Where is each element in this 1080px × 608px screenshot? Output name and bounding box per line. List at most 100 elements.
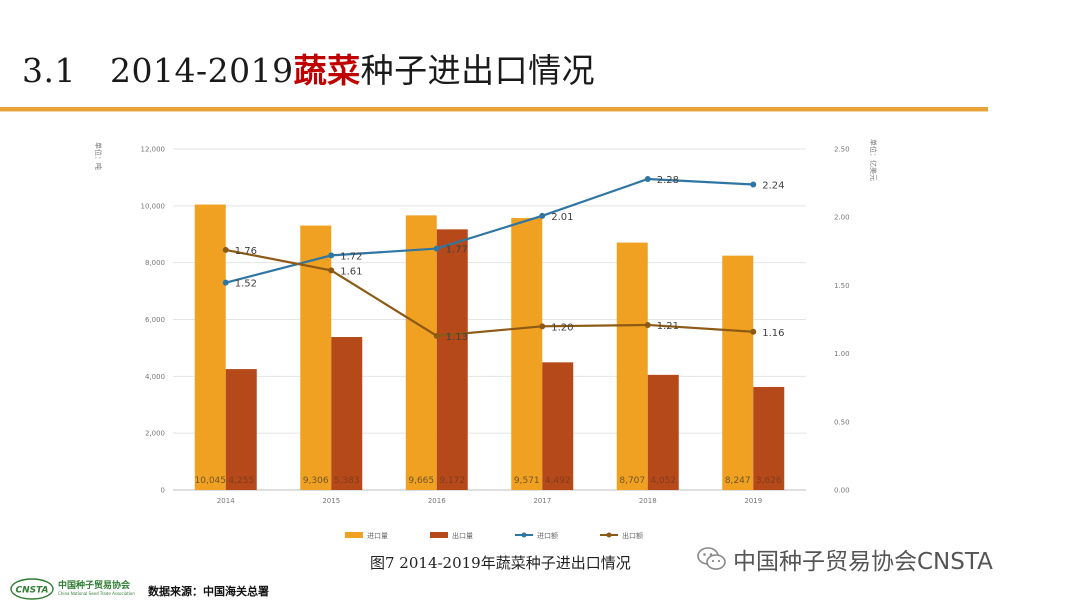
section-number: 3.1 bbox=[22, 51, 76, 90]
legend-marker bbox=[606, 532, 612, 538]
right-tick-label: 2.00 bbox=[834, 214, 850, 222]
bar-export-volume bbox=[647, 374, 679, 490]
line-marker bbox=[539, 212, 546, 219]
left-axis-label: 单位：吨 bbox=[94, 142, 103, 170]
bar-data-label: 10,045 bbox=[195, 476, 227, 486]
line-labels: 1.52 1.72 1.77 2.01 2.28 2.24 1.76 1.61 1.13 1.20… bbox=[235, 175, 785, 343]
org-name-cn: 中国种子贸易协会 bbox=[58, 581, 131, 591]
wechat-icon bbox=[697, 547, 726, 570]
logo-text: CNSTA bbox=[15, 586, 48, 596]
figure-caption: 图7 2014-2019年蔬菜种子进出口情况 bbox=[370, 554, 631, 572]
watermark-text: 中国种子贸易协会CNSTA bbox=[733, 549, 993, 575]
bar-data-label: 9,571 bbox=[514, 476, 540, 486]
line-marker bbox=[750, 181, 757, 188]
page-title: 3.1 2014-2019蔬菜种子进出口情况 bbox=[22, 44, 595, 92]
gridlines bbox=[173, 148, 806, 491]
legend-swatch bbox=[430, 532, 448, 538]
left-tick-label: 6,000 bbox=[145, 316, 165, 324]
line-marker bbox=[328, 267, 335, 274]
line-export-value bbox=[225, 248, 754, 337]
bar-data-label: 4,255 bbox=[228, 476, 254, 486]
right-tick-label: 1.00 bbox=[834, 350, 850, 358]
line-data-label: 1.77 bbox=[446, 245, 468, 256]
bar-export-volume bbox=[436, 229, 468, 490]
title-underline bbox=[0, 107, 988, 111]
bar-data-label: 4,052 bbox=[650, 476, 676, 486]
bar-import-volume bbox=[616, 242, 648, 490]
bar-export-volume bbox=[331, 337, 363, 490]
left-tick-label: 10,000 bbox=[141, 202, 166, 210]
bar-labels: 10,045 9,306 9,665 9,571 8,707 8,247 4,255 5,38… bbox=[195, 476, 782, 486]
data-source: 数据来源：中国海关总署 bbox=[148, 585, 269, 598]
left-tick-label: 0 bbox=[161, 487, 165, 495]
line-marker bbox=[644, 176, 651, 183]
line-marker bbox=[328, 252, 335, 259]
right-tick-label: 0.00 bbox=[834, 487, 850, 495]
bars bbox=[194, 204, 785, 491]
line-data-label: 2.24 bbox=[762, 180, 784, 191]
line-marker bbox=[644, 321, 651, 328]
bar-data-label: 8,247 bbox=[725, 476, 751, 486]
left-axis-ticks: 0 2,000 4,000 6,000 8,000 10,000 12,000 bbox=[141, 146, 166, 495]
line-data-label: 1.16 bbox=[762, 328, 784, 339]
legend-label: 出口额 bbox=[622, 531, 643, 540]
line-data-label: 2.28 bbox=[657, 175, 679, 186]
legend: 进口量 出口量 进口额 出口额 bbox=[345, 531, 643, 540]
bar-data-label: 9,306 bbox=[303, 476, 329, 486]
bar-import-volume bbox=[405, 215, 437, 491]
org-logo: CNSTA 中国种子贸易协会 China National Seed Trade… bbox=[10, 578, 135, 600]
title-suffix: 种子进出口情况 bbox=[360, 51, 596, 90]
bar-data-label: 5,383 bbox=[334, 476, 360, 486]
x-tick-label: 2016 bbox=[428, 497, 446, 505]
line-data-label: 1.61 bbox=[340, 266, 362, 277]
line-marker bbox=[222, 246, 229, 253]
line-marker bbox=[433, 245, 440, 252]
legend-label: 进口额 bbox=[537, 531, 558, 540]
line-marker bbox=[539, 323, 546, 330]
line-data-label: 1.52 bbox=[235, 279, 257, 290]
bar-export-volume bbox=[225, 369, 257, 490]
lines bbox=[222, 176, 757, 339]
x-tick-label: 2018 bbox=[639, 497, 657, 505]
line-marker bbox=[433, 332, 440, 339]
line-data-label: 1.13 bbox=[446, 332, 468, 343]
legend-marker bbox=[521, 532, 527, 538]
line-import-value bbox=[225, 177, 754, 284]
bar-data-label: 9,665 bbox=[408, 476, 434, 486]
right-tick-label: 0.50 bbox=[834, 418, 850, 426]
x-tick-label: 2014 bbox=[217, 497, 235, 505]
title-highlight: 蔬菜 bbox=[293, 51, 361, 90]
line-marker bbox=[222, 279, 229, 286]
line-data-label: 2.01 bbox=[551, 212, 573, 223]
x-tick-label: 2019 bbox=[744, 497, 762, 505]
bar-import-volume bbox=[511, 218, 543, 490]
right-axis-label: 单位：亿美元 bbox=[869, 139, 878, 181]
line-data-label: 1.20 bbox=[551, 322, 573, 333]
bar-data-label: 3,626 bbox=[756, 476, 782, 486]
title-underline-shadow bbox=[0, 111, 988, 112]
bar-export-volume bbox=[542, 362, 574, 490]
line-data-label: 1.21 bbox=[657, 321, 679, 332]
right-tick-label: 1.50 bbox=[834, 282, 850, 290]
legend-label: 出口量 bbox=[452, 531, 473, 540]
legend-swatch bbox=[345, 532, 363, 538]
cnsta-logo-icon: CNSTA bbox=[10, 578, 54, 600]
line-data-label: 1.72 bbox=[340, 251, 362, 262]
right-tick-label: 2.50 bbox=[834, 146, 850, 154]
line-marker bbox=[750, 328, 757, 335]
org-name-en: China National Seed Trade Association bbox=[58, 591, 135, 596]
left-tick-label: 12,000 bbox=[141, 146, 166, 154]
bar-import-volume bbox=[194, 204, 226, 491]
wechat-watermark: 中国种子贸易协会CNSTA bbox=[697, 542, 993, 576]
title-years: 2014-2019 bbox=[109, 51, 294, 90]
right-axis-ticks: 0.00 0.50 1.00 1.50 2.00 2.50 bbox=[834, 146, 850, 495]
x-tick-label: 2015 bbox=[322, 497, 340, 505]
bar-data-label: 8,707 bbox=[619, 476, 645, 486]
legend-label: 进口量 bbox=[367, 532, 388, 540]
bar-data-label: 9,172 bbox=[439, 476, 465, 486]
x-tick-label: 2017 bbox=[533, 497, 551, 505]
x-axis-ticks: 2014 2015 2016 2017 2018 2019 bbox=[217, 497, 762, 505]
bar-data-label: 4,492 bbox=[545, 476, 571, 486]
line-data-label: 1.76 bbox=[235, 246, 257, 257]
left-tick-label: 8,000 bbox=[145, 259, 165, 267]
